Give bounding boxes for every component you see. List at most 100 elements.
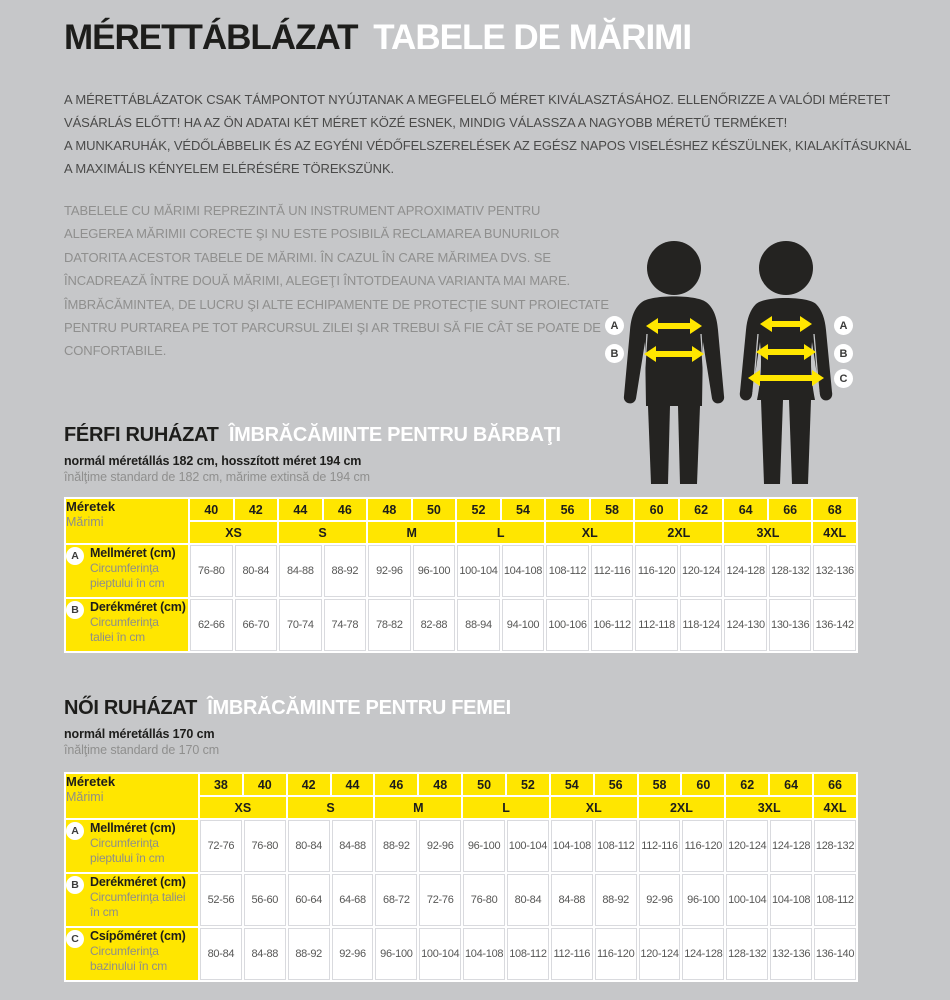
measure-value-cell: 128-132 — [814, 820, 856, 872]
size-number-cell: 52 — [457, 499, 500, 520]
male-right-leg — [678, 406, 700, 484]
measure-value-cell: 72-76 — [200, 820, 242, 872]
size-number-cell: 64 — [770, 774, 813, 795]
male-figure-silhouette — [623, 241, 725, 484]
measure-value-cell: 124-128 — [770, 820, 813, 872]
measure-value-cell: 52-56 — [200, 874, 242, 926]
measure-row: A Mellméret (cm) Circumferinţa pieptului î… — [66, 545, 856, 597]
measure-label-romanian: Circumferinţa pieptului în cm — [90, 561, 165, 590]
size-number-row: Méretek Mărimi 38 40 42 44 46 48 50 52 54 56 58 60 62 6… — [66, 774, 856, 818]
measure-value-cell: 80-84 — [234, 545, 278, 597]
measure-value-cell: 108-112 — [507, 928, 549, 980]
female-figure-silhouette — [739, 241, 833, 484]
intro-line: ALEGEREA MĂRIMII CORECTE ŞI NU ESTE POSI… — [64, 226, 560, 242]
measure-row: C Csípőméret (cm) Circumferinţa bazinului … — [66, 928, 856, 980]
male-arm-separator-line — [642, 333, 648, 397]
size-number-cell: 46 — [323, 499, 367, 520]
measure-value-cell: 100-104 — [507, 820, 549, 872]
men-subtitle-hungarian: normál méretállás 182 cm, hosszított mér… — [64, 454, 362, 468]
corner-cell: Méretek Mărimi — [66, 499, 188, 543]
size-number-cell: 54 — [501, 499, 545, 520]
measure-letter-badge: A — [66, 547, 84, 565]
corner-label-romanian: Mărimi — [66, 515, 104, 529]
size-number-cell: 50 — [463, 774, 506, 795]
male-left-leg — [648, 406, 670, 484]
size-number-cell: 50 — [412, 499, 456, 520]
measure-value-cell: 136-140 — [814, 928, 856, 980]
measure-value-cell: 82-88 — [412, 599, 456, 651]
intro-line: A MÉRETTÁBLÁZATOK CSAK TÁMPONTOT NYÚJTAN… — [64, 92, 891, 107]
corner-label-hungarian: Méretek — [66, 774, 116, 789]
measure-label-cell: A Mellméret (cm) Circumferinţa pieptului î… — [66, 820, 198, 872]
size-number-cell: 64 — [724, 499, 767, 520]
measure-value-cell: 128-132 — [726, 928, 769, 980]
measure-value-cell: 100-106 — [546, 599, 589, 651]
measure-value-cell: 80-84 — [507, 874, 549, 926]
measure-label-romanian: Circumferinţa taliei în cm — [90, 615, 159, 644]
measure-value-cell: 88-92 — [375, 820, 418, 872]
men-subtitle-romanian: înălţime standard de 182 cm, mărime exti… — [64, 470, 370, 484]
chest-width-arrow-icon — [646, 318, 702, 334]
measure-label-hungarian: Mellméret (cm) — [90, 821, 176, 835]
measure-value-cell: 92-96 — [368, 545, 411, 597]
measure-row: B Derékméret (cm) Circumferinţa taliei în … — [66, 874, 856, 926]
intro-line: TABELELE CU MĂRIMI REPREZINTĂ UN INSTRUM… — [64, 203, 541, 218]
page-title-hungarian: MÉRETTÁBLÁZAT — [64, 18, 359, 57]
size-group-cell: 2XL — [635, 522, 723, 543]
female-left-leg — [761, 400, 783, 484]
measure-value-cell: 88-92 — [287, 928, 330, 980]
female-right-leg — [789, 400, 811, 484]
intro-line: PENTRU PURTAREA PE TOT PARCURSUL ZILEI Ş… — [64, 320, 601, 336]
measure-value-cell: 70-74 — [279, 599, 322, 651]
female-arm-separator-line — [752, 333, 759, 394]
measure-letter-badge: A — [66, 822, 84, 840]
size-number-cell: 40 — [243, 774, 286, 795]
measure-label-hungarian: Derékméret (cm) — [90, 600, 186, 614]
waist-width-arrow-icon — [756, 344, 816, 360]
size-group-cell: 4XL — [813, 522, 856, 543]
size-number-cell: 66 — [814, 774, 856, 795]
size-number-cell: 66 — [768, 499, 812, 520]
measure-value-cell: 130-136 — [768, 599, 812, 651]
measure-value-cell: 100-104 — [457, 545, 500, 597]
measure-value-cell: 108-112 — [546, 545, 589, 597]
measure-letter-badge: B — [66, 601, 84, 619]
measure-value-cell: 60-64 — [287, 874, 330, 926]
measure-value-cell: 84-88 — [279, 545, 322, 597]
male-head — [647, 241, 701, 295]
measure-value-cell: 108-112 — [814, 874, 856, 926]
measure-value-cell: 84-88 — [331, 820, 374, 872]
intro-paragraph-hungarian: A MÉRETTÁBLÁZATOK CSAK TÁMPONTOT NYÚJTAN… — [64, 88, 911, 180]
size-number-cell: 58 — [590, 499, 634, 520]
size-number-cell: 56 — [594, 774, 637, 795]
corner-cell: Méretek Mărimi — [66, 774, 198, 818]
measure-value-cell: 112-116 — [550, 928, 593, 980]
measure-value-cell: 136-142 — [813, 599, 856, 651]
size-number-cell: 62 — [679, 499, 723, 520]
size-group-cell: 4XL — [814, 797, 856, 818]
hip-width-arrow-icon — [748, 370, 824, 386]
waist-width-arrow-icon — [644, 346, 704, 362]
measure-value-cell: 100-104 — [726, 874, 769, 926]
size-number-cell: 60 — [635, 499, 678, 520]
size-number-cell: 56 — [546, 499, 589, 520]
measure-value-cell: 104-108 — [770, 874, 813, 926]
size-number-cell: 44 — [279, 499, 322, 520]
measure-label-romanian: Circumferinţa bazinului în cm — [90, 944, 168, 973]
size-group-row: XS S M L XL 2XL 3XL 4XL — [66, 797, 856, 818]
measure-label-hungarian: Derékméret (cm) — [90, 875, 186, 889]
measure-value-cell: 92-96 — [331, 928, 374, 980]
size-number-cell: 44 — [331, 774, 374, 795]
size-group-cell: 3XL — [724, 522, 812, 543]
size-number-cell: 42 — [287, 774, 330, 795]
measure-point-badge-a: A — [605, 316, 624, 335]
size-group-cell: M — [375, 797, 462, 818]
measure-value-cell: 84-88 — [550, 874, 593, 926]
measure-value-cell: 80-84 — [200, 928, 242, 980]
corner-label-hungarian: Méretek — [66, 499, 116, 514]
size-group-cell: XL — [550, 797, 637, 818]
measure-value-cell: 66-70 — [234, 599, 278, 651]
measure-value-cell: 112-118 — [635, 599, 678, 651]
size-group-cell: XS — [200, 797, 286, 818]
size-group-cell: S — [287, 797, 374, 818]
